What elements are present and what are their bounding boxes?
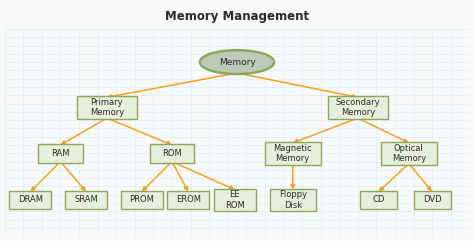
FancyBboxPatch shape: [265, 142, 320, 165]
Text: Memory Management: Memory Management: [165, 10, 309, 23]
Text: Memory: Memory: [219, 58, 255, 67]
Text: Primary
Memory: Primary Memory: [90, 98, 124, 117]
FancyBboxPatch shape: [328, 96, 388, 119]
Text: RAM: RAM: [51, 149, 70, 158]
Text: Magnetic
Memory: Magnetic Memory: [273, 144, 312, 163]
Text: CD: CD: [373, 195, 385, 204]
Text: Secondary
Memory: Secondary Memory: [336, 98, 380, 117]
Text: EE
ROM: EE ROM: [225, 190, 245, 210]
Text: SRAM: SRAM: [74, 195, 98, 204]
FancyBboxPatch shape: [270, 188, 316, 211]
Text: DRAM: DRAM: [18, 195, 43, 204]
FancyBboxPatch shape: [77, 96, 137, 119]
Ellipse shape: [200, 50, 274, 74]
FancyBboxPatch shape: [167, 191, 209, 209]
Text: Floppy
Disk: Floppy Disk: [279, 190, 307, 210]
FancyBboxPatch shape: [214, 188, 255, 211]
Text: ROM: ROM: [162, 149, 182, 158]
FancyBboxPatch shape: [65, 191, 107, 209]
FancyBboxPatch shape: [360, 191, 397, 209]
FancyBboxPatch shape: [38, 144, 82, 163]
Text: EROM: EROM: [176, 195, 201, 204]
FancyBboxPatch shape: [150, 144, 194, 163]
Text: Optical
Memory: Optical Memory: [392, 144, 426, 163]
Text: PROM: PROM: [129, 195, 154, 204]
Text: DVD: DVD: [423, 195, 441, 204]
FancyBboxPatch shape: [121, 191, 163, 209]
FancyBboxPatch shape: [381, 142, 437, 165]
FancyBboxPatch shape: [9, 191, 51, 209]
FancyBboxPatch shape: [413, 191, 451, 209]
